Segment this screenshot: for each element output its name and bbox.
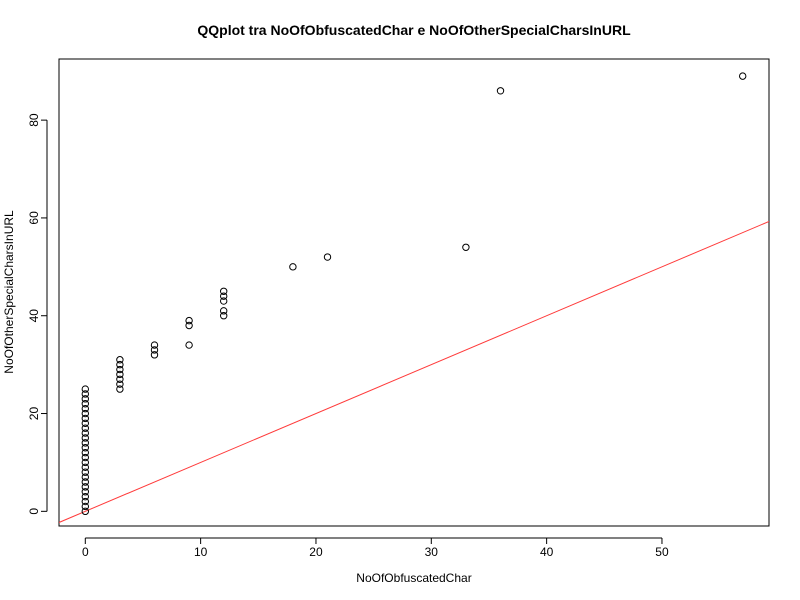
data-point [116,360,124,369]
y-tick-label: 80 [27,113,41,127]
data-point [116,385,124,393]
data-point [81,409,89,418]
data-point [81,463,89,472]
plot-frame [58,58,770,527]
data-point [81,507,89,516]
data-point [116,356,124,364]
y-tick-label: 20 [27,407,41,421]
chart-title: QQplot tra NoOfObfuscatedChar e NoOfOthe… [197,22,631,38]
x-tick-label: 30 [425,545,439,559]
data-point [81,488,89,496]
data-point [81,419,89,428]
plot-area: 0 10 20 30 40 50 0 20 40 60 80 [27,58,770,559]
y-tick-label: 60 [27,211,41,225]
reference-line [59,220,769,523]
y-tick-label: 0 [27,508,41,515]
data-point [185,341,193,349]
x-tick-label: 0 [82,545,89,559]
data-point [219,312,228,320]
data-point [81,492,89,501]
data-point [81,414,89,423]
data-point [185,321,193,330]
data-point [219,292,228,300]
data-point [81,390,89,398]
data-point [81,497,89,506]
data-point [81,429,89,437]
data-point [81,395,89,403]
data-point [462,243,470,251]
x-tick-label: 20 [309,545,323,559]
data-point [185,316,193,325]
data-point [496,87,505,95]
data-point [81,453,89,462]
data-point [323,253,332,261]
x-axis-label: NoOfObfuscatedChar [356,571,471,585]
data-point [116,380,124,388]
data-point [81,439,89,447]
data-point [150,346,159,354]
data-point [81,444,89,452]
data-point [81,400,89,408]
data-point [81,483,89,491]
data-point [81,458,89,467]
data-point [150,341,159,349]
x-tick-label: 50 [655,545,669,559]
data-point [81,434,89,442]
data-point [219,297,228,305]
data-point [219,307,228,315]
y-axis-label: NoOfOtherSpecialCharsInURL [2,210,16,374]
data-point [81,473,89,481]
data-point [150,351,159,359]
y-tick-label: 40 [27,309,41,323]
data-point [739,72,747,80]
data-point [116,370,124,379]
data-point [81,468,89,476]
data-point [81,478,89,486]
x-tick-label: 40 [540,545,554,559]
data-point [81,448,89,457]
data-point [81,502,89,511]
data-point [219,287,228,295]
data-point [116,365,124,374]
data-point [289,263,297,271]
x-tick-label: 10 [194,545,208,559]
data-point [81,385,89,393]
data-point [81,404,89,413]
data-point [81,424,89,432]
data-point [116,375,124,383]
